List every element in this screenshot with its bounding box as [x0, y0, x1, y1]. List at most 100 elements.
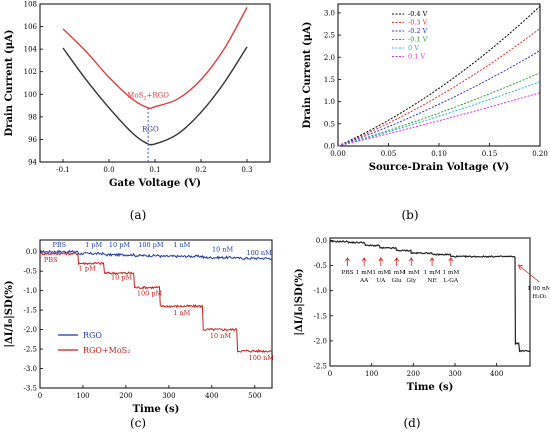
y-axis-label: Drain Current (μA) [302, 21, 313, 128]
x-tick-label: 0.3 [241, 166, 252, 174]
injection-label: 1 mM [372, 270, 389, 276]
x-tick-label: 0.20 [532, 150, 548, 158]
annotation-rgo-concentration: 10 pM [109, 241, 130, 249]
x-tick-label: 0.10 [431, 150, 447, 158]
annotation-rgo-concentration: PBS [53, 241, 67, 249]
h2o2-label: 1 00 nM [527, 286, 550, 292]
panel-caption: (d) [403, 416, 420, 430]
y-tick-label: 0.0 [26, 248, 37, 256]
y-tick-label: -1.0 [314, 287, 328, 295]
injection-label: AA [359, 278, 369, 284]
y-tick-label: 1.0 [324, 98, 335, 106]
injection-label: 1 mM [388, 270, 405, 276]
injection-label: Gly [406, 278, 416, 284]
x-tick-label: 0 [328, 370, 332, 378]
x-axis-label: Time (s) [407, 382, 454, 393]
series-line [337, 28, 541, 147]
injection-arrowhead [378, 257, 384, 262]
panel-caption: (c) [130, 416, 146, 430]
annotation-mos2-concentration: 1 nM [173, 309, 190, 317]
y-tick-label: -3.0 [24, 365, 38, 373]
annotation-mos2-rgo: MoS2+RGO [127, 92, 169, 102]
y-tick-label: -2.5 [314, 363, 328, 371]
x-tick-label: 300 [162, 392, 175, 400]
annotation-rgo-concentration: 10 nM [212, 246, 234, 254]
y-tick-label: -2.5 [24, 346, 38, 354]
series-line [337, 5, 541, 147]
annotation-mos2-concentration: 10 pM [111, 274, 132, 282]
x-tick-label: 500 [248, 392, 261, 400]
injection-label: 1 mM [424, 270, 441, 276]
y-tick-label: -1.0 [24, 287, 38, 295]
x-tick-label: 0.05 [381, 150, 397, 158]
annotation-mos2-concentration: 10 nM [210, 332, 232, 340]
y-tick-label: 3.0 [324, 9, 335, 17]
series-line [337, 50, 541, 147]
series-line [39, 249, 273, 261]
plot-frame [337, 3, 541, 147]
legend-entry: 0 V [408, 44, 419, 52]
panel-d-chart: 0 100 200 300 400 0.0 -0.5 -1.0 -1.5 -2.0 -2.5 Time… [294, 237, 550, 430]
y-tick-label: 96 [28, 136, 37, 144]
y-tick-label: 0.5 [324, 120, 335, 128]
annotation-mos2-concentration: 100 nM [249, 354, 275, 362]
injection-label: UA [376, 278, 386, 284]
injection-label: NE [427, 278, 436, 284]
y-tick-label: -0.5 [24, 268, 38, 276]
panel-caption: (b) [401, 208, 418, 222]
x-tick-label: 0.2 [195, 166, 206, 174]
x-tick-label: 0.1 [149, 166, 160, 174]
panel-a-chart: -0.1 0.0 0.1 0.2 0.3 94 96 98 100 102 104 106 108 Gat… [4, 1, 271, 222]
legend-entry: -0.2 V [408, 27, 428, 35]
panel-caption: (a) [130, 208, 147, 222]
x-axis-label: Time (s) [133, 404, 180, 415]
y-tick-label: 2.5 [324, 32, 335, 40]
injection-label: L-GA [444, 278, 459, 284]
panel-b-chart: 0.00 0.05 0.10 0.15 0.20 0.0 0.5 1.0 1.5 2.0 2.5 3.… [302, 3, 548, 222]
y-axis-label: Drain Current (μA) [4, 29, 15, 136]
x-tick-label: 100 [365, 370, 378, 378]
y-tick-label: -1.5 [24, 307, 38, 315]
y-tick-label: 106 [24, 23, 38, 31]
y-tick-label: -1.5 [314, 312, 328, 320]
series-line [337, 72, 541, 147]
injection-arrowhead [361, 257, 367, 262]
annotation-rgo: RGO [142, 126, 159, 134]
annotation-rgo-concentration: 1 nM [173, 241, 190, 249]
legend-entry: -0.4 V [408, 10, 428, 18]
annotation-mos2-concentration: PBS [44, 256, 58, 264]
injection-arrowhead [448, 257, 454, 262]
annotation-mos2-concentration: 1 pM [79, 264, 96, 272]
injection-arrowhead [408, 257, 414, 262]
x-tick-label: -0.1 [56, 166, 70, 174]
plot-frame [39, 239, 273, 389]
legend-entry: RGO+MoS₂ [83, 346, 130, 355]
x-tick-label: 0 [38, 392, 42, 400]
annotation-mos2-concentration: 100 pM [137, 289, 163, 297]
injection-arrowhead [429, 257, 435, 262]
y-tick-label: 0.0 [324, 143, 335, 151]
legend-entry: -0.1 V [408, 36, 428, 44]
y-tick-label: 2.0 [324, 54, 335, 62]
y-tick-label: 0.0 [316, 237, 327, 245]
x-axis-label: Source-Drain Voltage (V) [369, 162, 509, 173]
annotation-rgo-concentration: 1 pM [85, 241, 102, 249]
x-tick-label: 0.0 [103, 166, 114, 174]
y-tick-label: 94 [28, 159, 37, 167]
legend-entry: -0.3 V [408, 19, 428, 27]
y-tick-label: -2.0 [24, 326, 38, 334]
h2o2-arrow [519, 265, 540, 283]
y-tick-label: 102 [24, 68, 37, 76]
y-axis-label: |ΔI/I₀|SD(%) [294, 268, 305, 335]
y-tick-label: -2.0 [314, 337, 328, 345]
series-line [62, 7, 248, 110]
annotation-rgo-concentration: 100 nM [246, 249, 272, 257]
series-line [337, 92, 541, 147]
panel-c-chart: 0 100 200 300 400 500 0.0 -0.5 -1.0 -1.5 -2.0 -2.5 -… [4, 239, 275, 430]
annotation-rgo-concentration: 100 pM [138, 241, 164, 249]
h2o2-arrowhead [517, 264, 524, 271]
injection-arrowhead [345, 257, 350, 262]
h2o2-label: H₂O₂ [532, 294, 546, 300]
x-tick-label: 0.00 [330, 150, 346, 158]
